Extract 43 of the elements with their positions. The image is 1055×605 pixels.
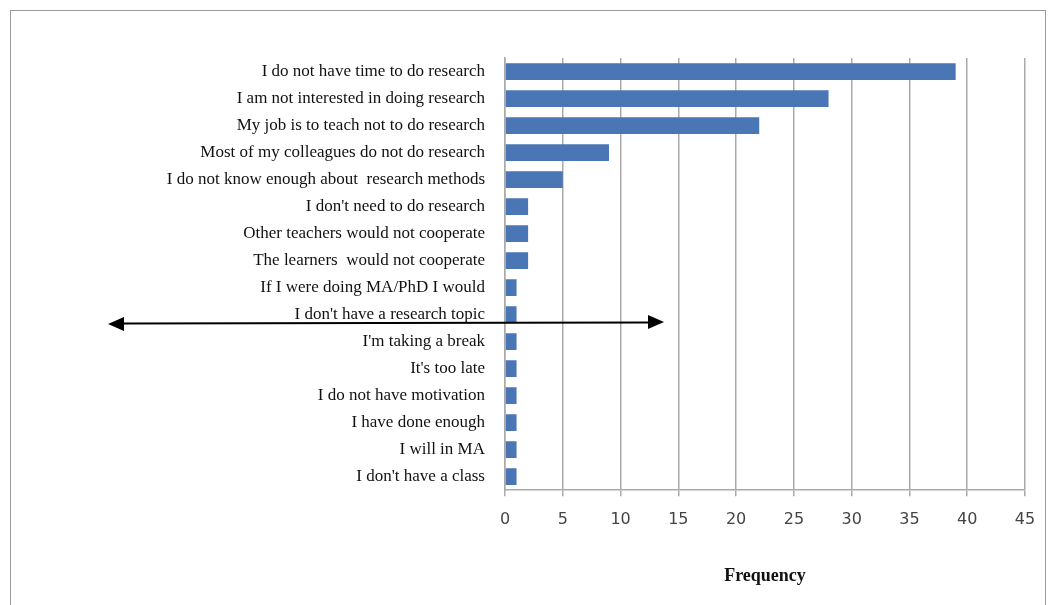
y-tick-label: I do not have motivation — [317, 385, 486, 405]
y-tick-label: The learners would not cooperate — [253, 250, 485, 270]
y-tick-label: It's too late — [410, 358, 485, 378]
x-tick-label: 20 — [725, 508, 747, 528]
x-axis-title: Frequency — [724, 564, 806, 585]
x-tick-label: 10 — [610, 508, 631, 528]
bar — [505, 360, 517, 378]
y-tick-label: I will in MA — [399, 439, 486, 459]
bar — [505, 414, 517, 432]
bar — [505, 387, 517, 405]
bar — [505, 63, 956, 80]
x-tick-label: 25 — [783, 508, 805, 528]
bar — [505, 198, 529, 215]
bar — [505, 90, 829, 107]
x-tick-label: 35 — [899, 508, 920, 528]
y-tick-label: I don't need to do research — [305, 196, 486, 216]
bar — [505, 171, 563, 188]
y-tick-label: I have done enough — [351, 412, 486, 432]
x-tick-label: 15 — [668, 508, 689, 528]
y-tick-label: I'm taking a break — [362, 331, 486, 351]
y-tick-label: I do not have time to do research — [261, 60, 486, 80]
bar — [505, 333, 517, 351]
bar — [505, 306, 517, 323]
y-tick-label: I do not know enough about research methods — [166, 169, 485, 189]
bar — [505, 117, 760, 134]
y-tick-label: I don't have a class — [356, 466, 485, 486]
y-tick-label: I don't have a research topic — [294, 304, 486, 324]
bar — [505, 441, 517, 459]
bar — [505, 279, 517, 296]
x-tick-label: 0 — [499, 508, 511, 528]
y-tick-label: Other teachers would not cooperate — [243, 223, 485, 243]
bar — [505, 225, 529, 242]
bar — [505, 468, 517, 486]
bar — [505, 252, 529, 269]
y-tick-label: If I were doing MA/PhD I would — [260, 277, 486, 297]
x-tick-label: 30 — [841, 508, 862, 528]
x-tick-label: 5 — [557, 508, 568, 528]
x-tick-label: 40 — [957, 508, 978, 528]
y-tick-label: Most of my colleagues do not do research — [200, 142, 486, 162]
x-tick-label: 45 — [1014, 508, 1036, 528]
y-tick-label: My job is to teach not to do research — [236, 115, 486, 134]
y-tick-label: I am not interested in doing research — [236, 87, 486, 107]
bar — [505, 144, 609, 161]
